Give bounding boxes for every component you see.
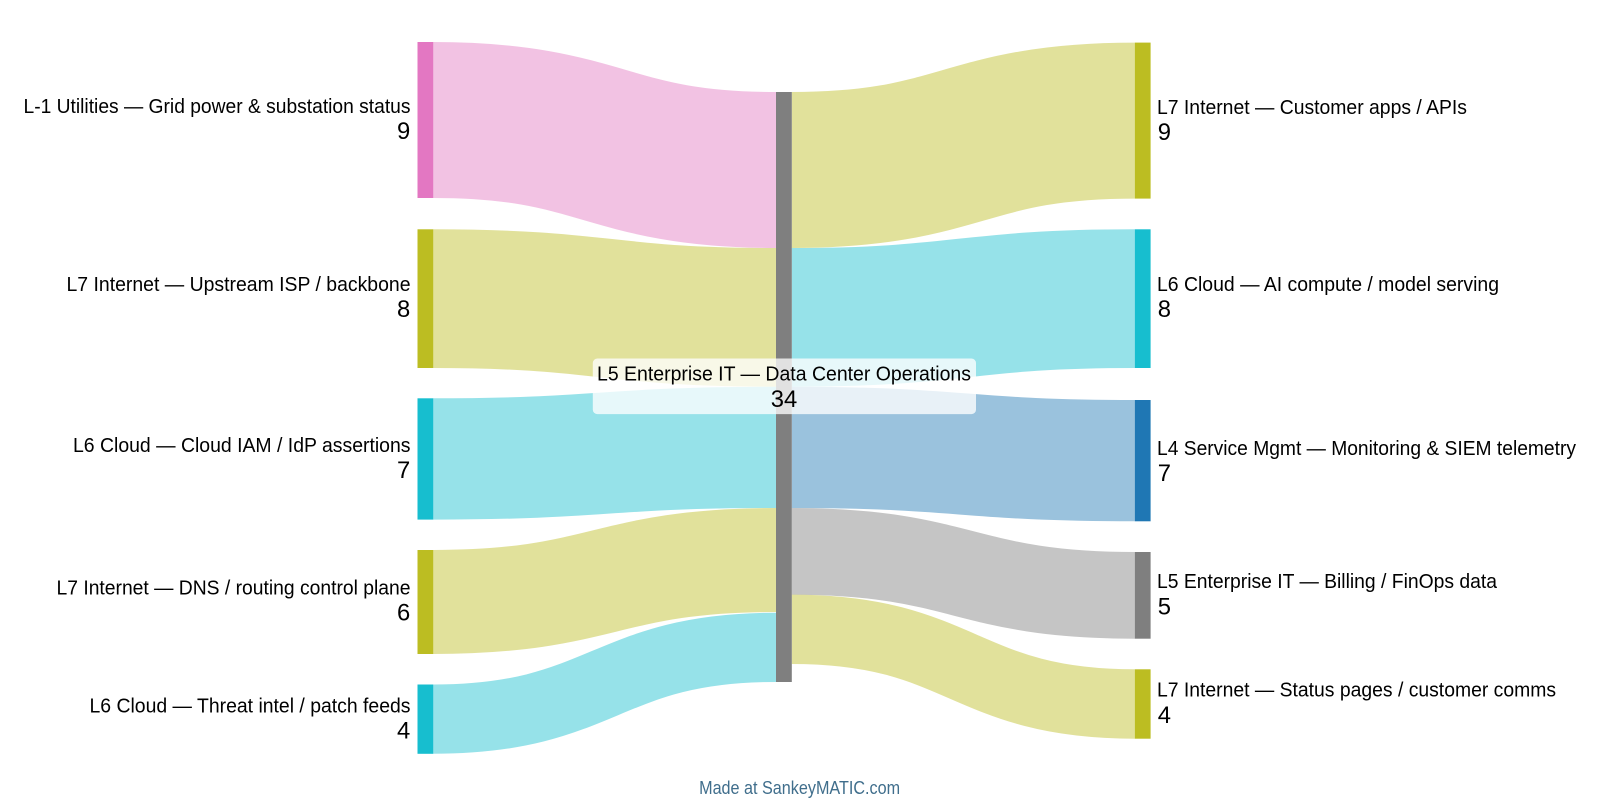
svg-text:34: 34 [771,386,797,413]
svg-text:L7 Internet — Customer apps /: L7 Internet — Customer apps / APIs [1157,97,1467,119]
svg-text:L5 Enterprise IT — Data Center: L5 Enterprise IT — Data Center Operation… [597,363,971,385]
svg-text:L7 Internet — Upstream ISP / b: L7 Internet — Upstream ISP / backbone [67,274,411,296]
svg-text:9: 9 [397,118,410,145]
svg-text:L6 Cloud — AI compute / model: L6 Cloud — AI compute / model serving [1157,274,1499,296]
svg-text:L-1 Utilities — Grid power & s: L-1 Utilities — Grid power & substation … [24,96,411,118]
svg-text:8: 8 [397,296,410,323]
svg-text:7: 7 [1158,460,1171,487]
svg-text:L6 Cloud — Cloud IAM / IdP ass: L6 Cloud — Cloud IAM / IdP assertions [73,435,411,457]
svg-text:Made at SankeyMATIC.com: Made at SankeyMATIC.com [699,777,900,798]
svg-text:L4 Service Mgmt — Monitoring &: L4 Service Mgmt — Monitoring & SIEM tele… [1157,438,1577,460]
svg-text:8: 8 [1158,296,1171,323]
svg-text:6: 6 [397,600,410,627]
svg-text:9: 9 [1158,119,1171,146]
svg-text:L6 Cloud — Threat intel / patc: L6 Cloud — Threat intel / patch feeds [90,696,411,718]
svg-text:5: 5 [1158,593,1171,620]
svg-text:L7 Internet — Status pages / c: L7 Internet — Status pages / customer co… [1157,680,1556,702]
svg-text:7: 7 [397,457,410,484]
svg-text:L5 Enterprise IT — Billing / F: L5 Enterprise IT — Billing / FinOps data [1157,571,1498,593]
svg-text:L7 Internet — DNS / routing co: L7 Internet — DNS / routing control plan… [57,578,411,600]
svg-text:4: 4 [1158,702,1171,729]
svg-text:4: 4 [397,718,410,745]
